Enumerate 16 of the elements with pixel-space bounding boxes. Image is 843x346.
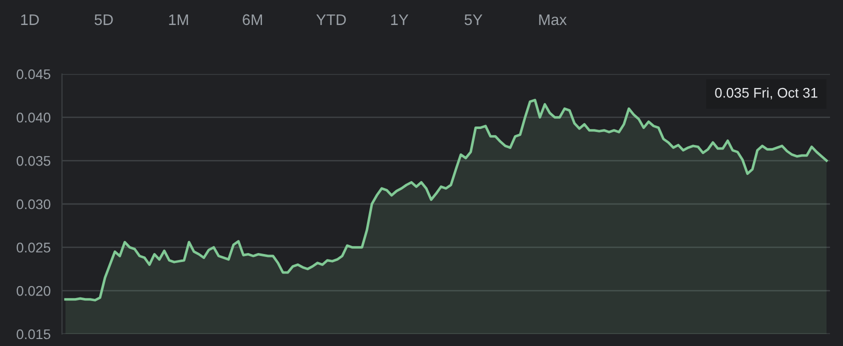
text: 5D [94,14,113,26]
text: 1D [21,14,39,25]
annotation: 0.035 Fri, Oct 31 [715,88,818,100]
y-tick-label: 0.025 [16,242,50,253]
y-tick-label: 0.035 [16,156,50,166]
text: YTD [316,14,346,25]
text: 1Y [391,14,408,25]
y-tick-label: 0.030 [16,199,50,210]
text: 1M [169,14,188,25]
text: 6M [242,14,262,26]
text: 5Y [464,14,482,26]
y-tick-label: 0.015 [16,329,50,340]
y-tick-label: 0.020 [16,286,50,296]
y-tick-label: 0.045 [16,69,50,80]
y-tick-label: 0.040 [16,112,50,123]
text: Max [539,14,567,26]
